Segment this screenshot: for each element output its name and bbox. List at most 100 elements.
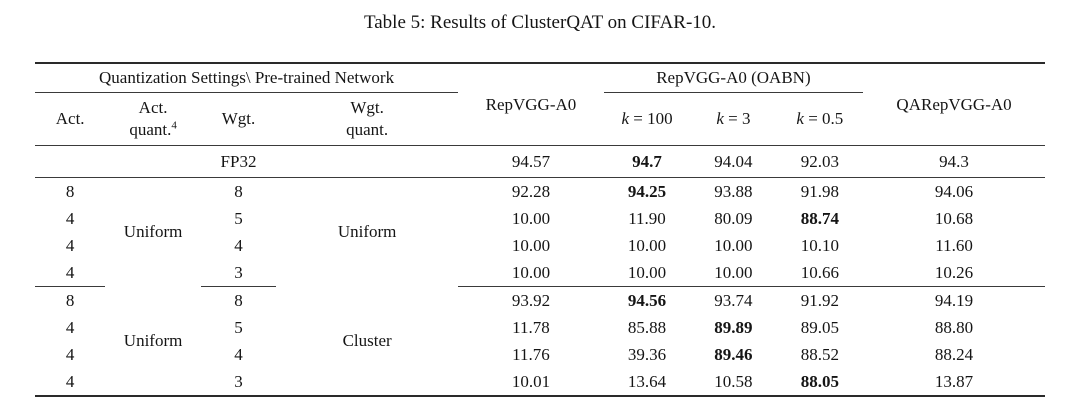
act-bits-cell: 4 (65, 371, 75, 391)
value-cell-k3: 94.04 (690, 145, 777, 178)
wgt-bits-cell: 8 (234, 181, 243, 201)
value-cell-k3: 93.74 (714, 290, 753, 310)
footnote-marker: 4 (171, 119, 177, 132)
value-cell-repvgg: 11.78 (512, 317, 550, 337)
value-cell-repvgg: 92.28 (511, 181, 551, 201)
empty-cell (35, 145, 106, 178)
value-cell-qarepvgg: 88.24 (934, 344, 974, 364)
value-cell-k05: 10.10 (800, 235, 839, 255)
value-cell-repvgg: 10.00 (458, 259, 604, 287)
wgt-bits-cell: 4 (234, 344, 243, 364)
k05-value: = 0.5 (808, 108, 844, 128)
value-cell-qarepvgg: 11.60 (935, 235, 973, 255)
value-cell-k3: 10.00 (690, 259, 777, 287)
results-table: Quantization Settings\ Pre-trained Netwo… (35, 62, 1045, 397)
data-row: 4 3 10.01 13.64 10.58 88.05 13.87 (35, 368, 1045, 396)
table-caption: Table 5: Results of ClusterQAT on CIFAR-… (363, 12, 717, 33)
act-quant-line2: quant. (129, 120, 172, 139)
col-header-repvgg-a0: RepVGG-A0 (458, 63, 604, 146)
value-cell-k3: 89.89 (714, 317, 753, 337)
value-cell-repvgg: 10.00 (511, 208, 551, 228)
data-row: 4 3 10.00 10.00 10.00 10.66 10.26 (35, 259, 1045, 287)
value-cell-qarepvgg: 10.26 (863, 259, 1045, 287)
value-cell-repvgg: 94.57 (458, 145, 604, 178)
fp32-row: FP32 94.57 94.7 94.04 92.03 94.3 (35, 145, 1045, 178)
data-row: 4 4 10.00 10.00 10.00 10.10 11.60 (35, 232, 1045, 259)
value-cell-k100: 10.00 (627, 235, 667, 255)
fp32-label: FP32 (200, 145, 277, 178)
value-cell-k3: 10.00 (714, 235, 753, 255)
value-cell-k100: 94.7 (603, 145, 691, 178)
value-cell-k100: 10.00 (603, 259, 691, 287)
act-bits-cell: 8 (65, 181, 75, 201)
group-header-row: Quantization Settings\ Pre-trained Netwo… (35, 63, 1045, 146)
value-cell-k05: 88.05 (800, 371, 839, 391)
k100-value: = 100 (633, 108, 673, 128)
value-cell-k100: 94.56 (627, 290, 667, 310)
value-cell-k05: 89.05 (800, 317, 839, 337)
col-header-k3: k = 3 (690, 92, 777, 146)
wgt-quant-line1: Wgt. (350, 97, 384, 117)
value-cell-k05: 88.52 (800, 344, 839, 364)
col-header-k100: k = 100 (603, 92, 691, 146)
value-cell-repvgg: 93.92 (511, 290, 551, 310)
wgt-quant-method-cell: Uniform (337, 222, 397, 242)
col-header-wgt-quant: Wgt. quant. (276, 92, 459, 146)
data-row: 4 4 11.76 39.36 89.46 88.52 88.24 (35, 341, 1045, 368)
wgt-quant-line2: quant. (346, 120, 389, 139)
value-cell-qarepvgg: 94.3 (863, 145, 1045, 178)
data-row: 8 Uniform 8 Cluster 93.92 94.56 93.74 91… (35, 287, 1045, 350)
act-bits-cell: 8 (65, 290, 75, 310)
value-cell-k3: 93.88 (714, 181, 753, 201)
col-header-wgt: Wgt. (200, 92, 277, 146)
k-symbol: k (621, 108, 629, 128)
col-header-qarepvgg-a0: QARepVGG-A0 (863, 63, 1045, 146)
act-quant-line1: Act. (138, 97, 168, 117)
act-bits-cell: 4 (65, 344, 75, 364)
value-cell-repvgg: 10.00 (511, 235, 551, 255)
col-header-act-quant: Act. quant.4 (105, 92, 201, 146)
empty-cell (105, 145, 201, 178)
group-header-repvgg-a0-oabn: RepVGG-A0 (OABN) (603, 63, 864, 93)
value-cell-k100: 94.25 (627, 181, 667, 201)
value-cell-k100: 13.64 (627, 371, 667, 391)
value-cell-k05: 91.98 (800, 181, 839, 201)
k-symbol: k (716, 108, 724, 128)
wgt-bits-cell: 4 (234, 235, 243, 255)
value-cell-k100: 39.36 (627, 344, 667, 364)
act-bits-cell: 4 (65, 208, 75, 228)
value-cell-k05: 88.74 (800, 208, 839, 228)
data-row: 4 5 11.78 85.88 89.89 89.05 88.80 (35, 314, 1045, 341)
act-bits-cell: 4 (35, 259, 106, 287)
wgt-bits-cell: 3 (200, 259, 277, 287)
wgt-bits-cell: 5 (234, 317, 243, 337)
data-row: 8 Uniform 8 Uniform 92.28 94.25 93.88 91… (35, 178, 1045, 242)
value-cell-qarepvgg: 94.06 (934, 181, 974, 201)
k3-value: = 3 (728, 108, 751, 128)
empty-cell (276, 145, 459, 178)
col-header-act: Act. (35, 92, 106, 146)
value-cell-k05: 92.03 (776, 145, 864, 178)
value-cell-k100: 11.90 (628, 208, 666, 228)
value-cell-k05: 10.66 (776, 259, 864, 287)
value-cell-k3: 80.09 (714, 208, 753, 228)
act-quant-method-cell: Uniform (123, 330, 183, 350)
wgt-bits-cell: 5 (234, 208, 243, 228)
k-symbol: k (796, 108, 804, 128)
value-cell-k3: 89.46 (714, 344, 753, 364)
act-quant-method-cell: Uniform (123, 222, 183, 242)
sub-header-row: Act. Act. quant.4 Wgt. Wgt. quant. k = 100… (35, 92, 1045, 146)
value-cell-k100: 85.88 (627, 317, 667, 337)
value-cell-qarepvgg: 10.68 (934, 208, 974, 228)
value-cell-k05: 91.92 (800, 290, 839, 310)
value-cell-qarepvgg: 94.19 (934, 290, 974, 310)
value-cell-k3: 10.58 (714, 371, 753, 391)
wgt-quant-method-cell: Cluster (342, 330, 392, 350)
group-header-quantization-settings: Quantization Settings\ Pre-trained Netwo… (35, 63, 459, 93)
col-header-k05: k = 0.5 (776, 92, 864, 146)
act-bits-cell: 4 (65, 317, 75, 337)
value-cell-qarepvgg: 13.87 (934, 371, 974, 391)
value-cell-qarepvgg: 88.80 (934, 317, 974, 337)
wgt-bits-cell: 8 (234, 290, 243, 310)
